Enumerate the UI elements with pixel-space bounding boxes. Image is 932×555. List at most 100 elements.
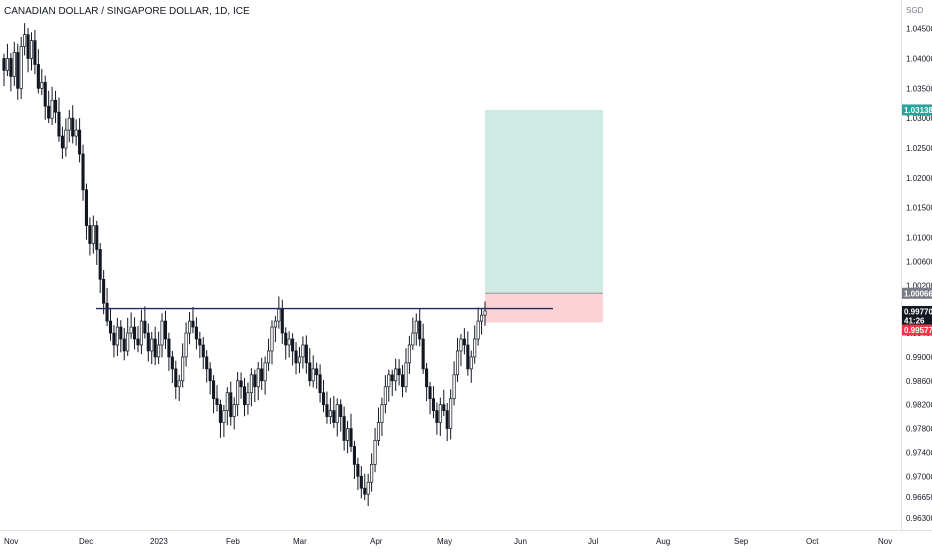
candle bbox=[301, 336, 305, 369]
candle-body-up bbox=[184, 332, 188, 358]
candle-body-up bbox=[267, 350, 271, 364]
candle bbox=[363, 473, 367, 501]
candle bbox=[270, 320, 274, 365]
candle-body-down bbox=[108, 320, 113, 334]
candle bbox=[9, 53, 13, 92]
candle-body-down bbox=[57, 111, 61, 137]
candle-body-down bbox=[81, 153, 85, 191]
candle-body-up bbox=[387, 374, 391, 388]
candle-body-down bbox=[435, 410, 439, 423]
candle bbox=[194, 317, 198, 350]
candle bbox=[50, 86, 54, 125]
candle bbox=[328, 397, 332, 425]
candle-body-up bbox=[160, 320, 164, 346]
candle bbox=[387, 369, 391, 402]
candle-body-down bbox=[43, 82, 47, 107]
candle-body-up bbox=[177, 380, 181, 388]
candle-body-up bbox=[91, 225, 95, 244]
candle-body-down bbox=[201, 344, 205, 358]
x-tick-label: Sep bbox=[734, 537, 749, 546]
candle bbox=[291, 333, 295, 366]
candle bbox=[157, 331, 161, 364]
candle-body-down bbox=[291, 338, 295, 352]
candle-body-down bbox=[136, 338, 140, 346]
candle-body-down bbox=[428, 386, 432, 400]
candle bbox=[205, 350, 209, 383]
candle-body-down bbox=[284, 332, 288, 346]
candle-body-down bbox=[105, 302, 109, 322]
candle-body-up bbox=[459, 338, 463, 352]
x-tick-label: Nov bbox=[878, 537, 892, 546]
candle-body-up bbox=[383, 386, 387, 406]
candle bbox=[146, 323, 150, 362]
candle-body-up bbox=[273, 320, 277, 328]
y-tick-label: 0.96300 bbox=[906, 514, 932, 523]
candle-body-up bbox=[157, 344, 161, 358]
candle bbox=[253, 369, 257, 402]
candle bbox=[191, 306, 195, 334]
candle bbox=[5, 43, 9, 77]
price-tag-bg bbox=[902, 324, 932, 336]
candle bbox=[91, 215, 95, 254]
candle-body-up bbox=[455, 350, 460, 376]
candle bbox=[16, 43, 20, 100]
candle bbox=[483, 301, 487, 326]
candle bbox=[181, 343, 185, 388]
candle bbox=[397, 359, 401, 386]
candle-body-down bbox=[78, 129, 82, 155]
candle-body-up bbox=[449, 398, 453, 429]
candle-body-up bbox=[414, 320, 418, 334]
candle bbox=[480, 308, 484, 335]
candle bbox=[256, 362, 260, 401]
candle bbox=[342, 406, 346, 451]
candle bbox=[208, 362, 212, 395]
candle-body-down bbox=[47, 105, 51, 119]
candle bbox=[249, 368, 253, 407]
candle-body-down bbox=[318, 374, 322, 394]
candle-body-up bbox=[246, 392, 250, 406]
candle bbox=[122, 328, 126, 361]
candle bbox=[215, 385, 219, 412]
candle bbox=[438, 397, 442, 436]
candle-body-up bbox=[29, 40, 34, 59]
profit-zone[interactable] bbox=[485, 109, 603, 294]
candle bbox=[33, 30, 37, 75]
candle bbox=[222, 404, 226, 438]
x-tick-label: May bbox=[437, 537, 452, 546]
candle-body-down bbox=[349, 428, 353, 447]
candle-body-down bbox=[146, 332, 150, 352]
candle-body-up bbox=[380, 404, 384, 423]
candle-body-down bbox=[167, 338, 171, 358]
candle bbox=[64, 118, 68, 157]
candle-body-down bbox=[294, 350, 298, 364]
x-tick-label: Mar bbox=[293, 537, 307, 546]
candle-body-up bbox=[23, 34, 27, 47]
candle-body-down bbox=[363, 487, 367, 495]
candle bbox=[43, 75, 47, 120]
candle-body-down bbox=[431, 398, 436, 411]
candle bbox=[425, 362, 429, 402]
candle bbox=[12, 41, 16, 86]
candle bbox=[304, 335, 308, 374]
candle bbox=[71, 105, 75, 144]
loss-zone[interactable] bbox=[485, 293, 603, 323]
candle bbox=[435, 402, 439, 435]
candle-body-up bbox=[139, 320, 143, 346]
candle-body-down bbox=[98, 249, 102, 280]
price-tag-bg bbox=[902, 104, 932, 116]
candle-body-down bbox=[53, 99, 58, 113]
candle-body-up bbox=[256, 368, 260, 388]
candle-body-up bbox=[287, 338, 291, 346]
candle-body-down bbox=[112, 332, 116, 346]
candle-body-up bbox=[404, 362, 408, 388]
candle-body-down bbox=[36, 64, 40, 89]
candle bbox=[129, 312, 133, 339]
y-tick-label: 1.03500 bbox=[906, 84, 932, 93]
candle-body-up bbox=[328, 410, 332, 417]
candle bbox=[462, 328, 466, 355]
candle-body-down bbox=[119, 326, 123, 340]
candle-body-up bbox=[476, 320, 480, 340]
